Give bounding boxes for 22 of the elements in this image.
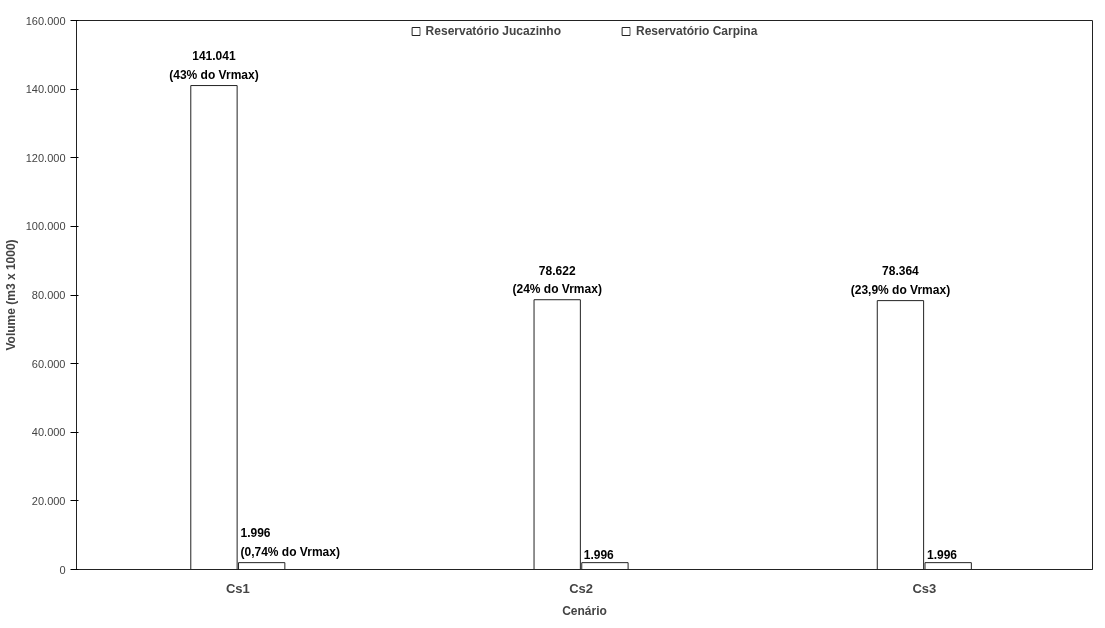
x-axis-title: Cenário [562,603,607,618]
y-tick-label: 80.000 [31,289,66,301]
y-tick-label: 160.000 [25,14,66,27]
x-tick-label: Cs1 [225,580,250,596]
data-label: 78.622 (24% do Vrmax) [512,263,602,296]
y-tick-label: 0 [59,563,66,576]
y-tick-label: 120.000 [25,151,66,164]
y-tick-label: 140.000 [25,83,66,96]
data-label: 1.996 [583,547,615,562]
data-label: 1.996 (0,74% do Vrmax) [240,526,340,559]
data-label: 78.364 (23,9% do Vrmax) [850,264,951,297]
y-tick-label: 60.000 [31,357,66,370]
legend-label: Reservatório Carpina [635,24,758,38]
legend-label: Reservatório Jucazinho [425,24,561,38]
data-label: 1.996 [927,547,958,562]
y-tick-label: 20.000 [31,494,66,507]
data-label: 141.041 (43% do Vrmax) [169,49,259,82]
y-tick-label: 40.000 [31,426,66,439]
x-tick-label: Cs2 [569,580,593,596]
x-tick-label: Cs3 [912,580,937,596]
y-tick-label: 100.000 [25,220,66,233]
y-axis-title: Volume (m3 x 1000) [3,239,18,351]
